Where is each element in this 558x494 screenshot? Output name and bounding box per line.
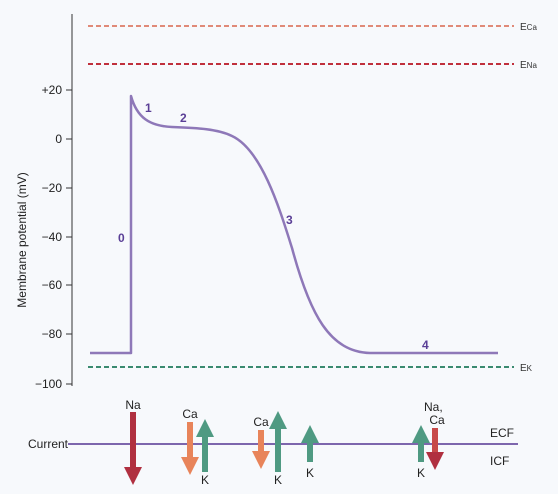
k-ion-label: K	[274, 473, 282, 487]
tick-label: 0	[55, 132, 62, 146]
na-ion-label: Na	[125, 398, 141, 412]
na-ca-ion-label: Na, Ca	[424, 400, 446, 427]
ek-label: EK	[520, 363, 533, 374]
phase-label: 1	[145, 101, 152, 115]
tick-label: −80	[42, 327, 63, 341]
k-ion-label: K	[201, 473, 209, 487]
tick-label: −40	[42, 230, 63, 244]
tick-label: −60	[42, 278, 63, 292]
phase-label: 3	[286, 213, 293, 227]
eca-label: ECa	[520, 22, 537, 33]
k-ion-label: K	[417, 466, 425, 480]
tick-label: +20	[42, 83, 63, 97]
tick-label: −20	[42, 181, 63, 195]
ca-ion-label: Ca	[182, 407, 198, 421]
phase-label: 0	[118, 231, 125, 245]
phase-label: 2	[180, 111, 187, 125]
y-axis-title: Membrane potential (mV)	[15, 172, 29, 307]
current-label: Current	[28, 437, 69, 451]
phase-label: 4	[422, 338, 429, 352]
action-potential-trace	[90, 96, 498, 353]
tick-label: −100	[35, 377, 62, 391]
y-axis: +20 0 −20 −40 −60 −80 −100 Membrane pote…	[15, 14, 72, 391]
current-panel: Current ECF ICF Na Ca K Ca K K K Na, Ca	[28, 398, 518, 487]
icf-label: ICF	[490, 454, 509, 468]
ena-label: ENa	[520, 60, 537, 71]
k-ion-label: K	[306, 466, 314, 480]
phase-labels: 0 1 2 3 4	[118, 101, 429, 352]
ca-ion-label: Ca	[253, 415, 269, 429]
equilibrium-lines: ECa ENa EK	[88, 22, 537, 374]
ecf-label: ECF	[490, 426, 514, 440]
